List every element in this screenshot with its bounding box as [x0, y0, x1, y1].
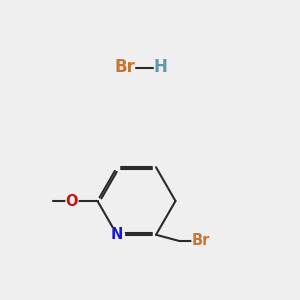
- Circle shape: [110, 227, 124, 242]
- Text: N: N: [111, 227, 123, 242]
- Text: Br: Br: [192, 233, 210, 248]
- Text: H: H: [154, 58, 167, 76]
- Circle shape: [66, 195, 78, 207]
- Text: Br: Br: [114, 58, 135, 76]
- Text: O: O: [66, 194, 78, 208]
- Circle shape: [192, 232, 210, 250]
